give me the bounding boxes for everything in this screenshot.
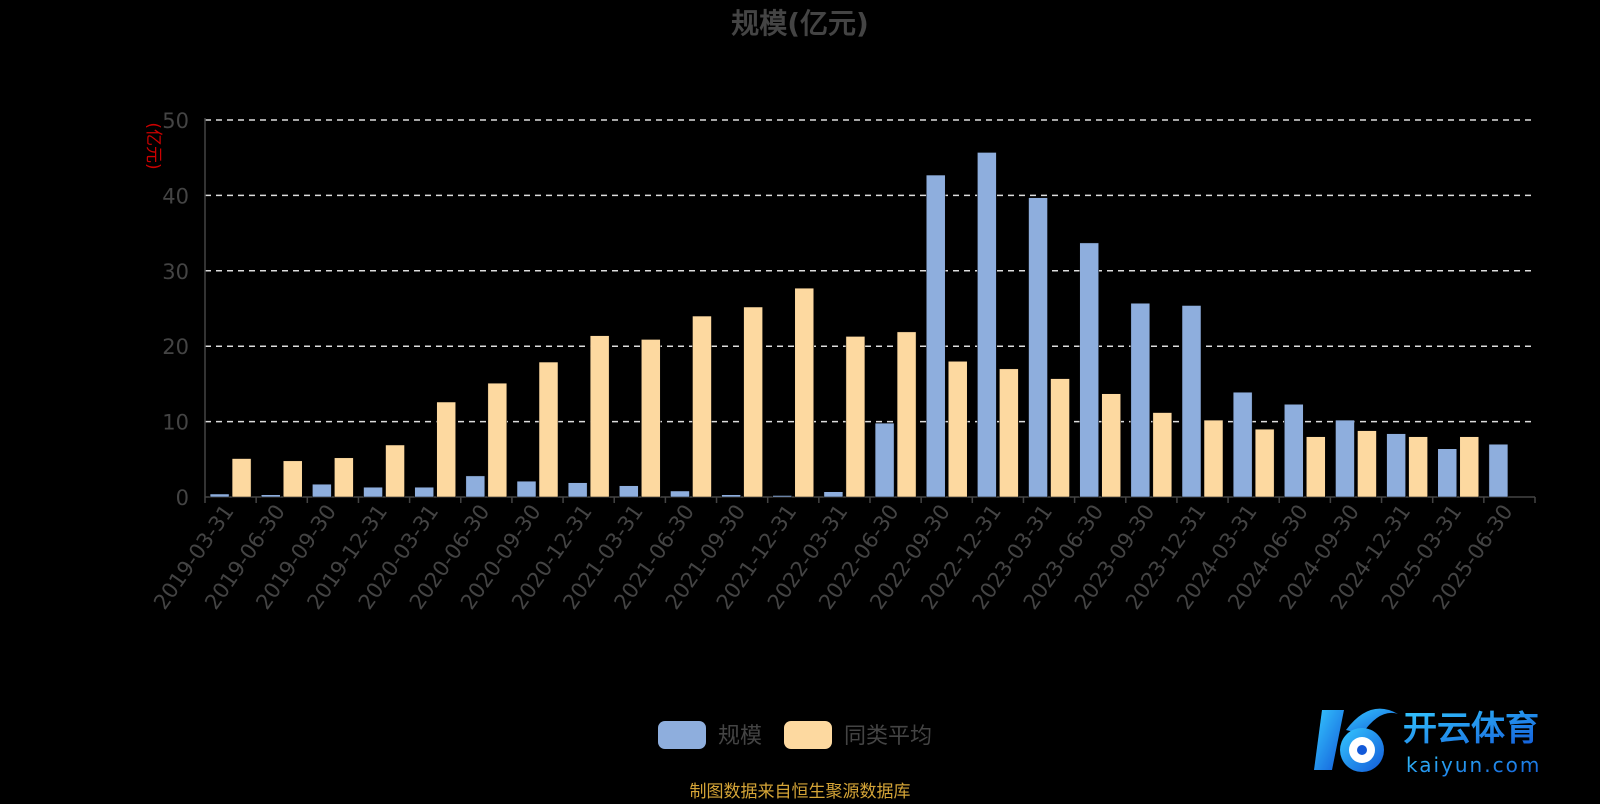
bar-peer-average	[1203, 419, 1224, 498]
bar-scale	[363, 486, 383, 498]
bar-scale	[516, 480, 537, 498]
bar-peer-average	[1357, 430, 1377, 498]
brand-logo: 开云体育 kaiyun.com	[1310, 700, 1590, 784]
bar-scale	[772, 495, 793, 498]
bar-peer-average	[947, 361, 968, 498]
bar-peer-average	[896, 331, 917, 498]
bar-peer-average	[1050, 378, 1070, 498]
bar-scale	[874, 422, 895, 498]
bar-scale	[977, 152, 997, 498]
legend-label: 同类平均	[844, 724, 932, 749]
bar-peer-average	[1254, 428, 1275, 498]
watermark-brand: 开云体育	[1403, 709, 1539, 749]
bar-scale	[1386, 433, 1406, 498]
y-axis-label: (亿元)	[143, 122, 163, 169]
bar-peer-average	[589, 335, 610, 498]
y-tick-label: 30	[162, 260, 189, 284]
bar-scale	[1079, 242, 1099, 498]
bar-scale	[1181, 305, 1202, 498]
y-tick-label: 20	[162, 335, 189, 359]
bar-scale	[1232, 391, 1253, 498]
y-tick-label: 40	[162, 184, 189, 208]
bar-scale	[1284, 404, 1304, 498]
data-source-note: 制图数据来自恒生聚源数据库	[690, 782, 911, 800]
bar-peer-average	[487, 382, 508, 498]
bar-scale	[1335, 419, 1355, 498]
bar-peer-average	[282, 460, 303, 498]
watermark-url: kaiyun.com	[1406, 753, 1541, 777]
bar-scale	[260, 494, 281, 498]
legend-label: 规模	[718, 724, 762, 749]
y-tick-label: 10	[162, 411, 189, 435]
bar-peer-average	[385, 444, 405, 498]
bar-peer-average	[1306, 436, 1326, 498]
bar-peer-average	[1459, 436, 1480, 498]
bar-scale	[619, 485, 639, 498]
bar-peer-average	[231, 458, 252, 498]
legend-swatch	[784, 721, 832, 749]
bar-peer-average	[743, 306, 763, 498]
bar-peer-average	[436, 401, 456, 498]
bar-scale	[1488, 443, 1509, 498]
y-tick-label: 50	[162, 109, 189, 133]
bar-peer-average	[794, 287, 815, 498]
bar-scale	[670, 490, 690, 498]
bar-scale	[823, 491, 844, 498]
chart-title: 规模(亿元)	[731, 7, 869, 40]
bar-scale	[925, 174, 946, 498]
bar-peer-average	[1101, 393, 1121, 498]
bar-scale	[1130, 302, 1151, 498]
bar-peer-average	[1152, 412, 1173, 498]
bar-scale	[209, 493, 230, 498]
bar-peer-average	[538, 361, 559, 498]
bar-scale	[1028, 197, 1048, 498]
bar-peer-average	[999, 368, 1019, 498]
bar-scale	[414, 486, 434, 498]
bar-scale	[1437, 448, 1458, 498]
bar-scale	[721, 494, 741, 498]
y-tick-label: 0	[176, 486, 189, 510]
bar-scale	[567, 482, 588, 498]
bar-scale	[465, 475, 486, 498]
bar-peer-average	[1408, 436, 1428, 498]
bar-peer-average	[641, 339, 661, 498]
bar-peer-average	[845, 336, 866, 498]
bar-scale	[312, 483, 332, 498]
bar-peer-average	[334, 457, 354, 498]
legend-swatch	[658, 721, 706, 749]
bar-peer-average	[692, 315, 712, 498]
